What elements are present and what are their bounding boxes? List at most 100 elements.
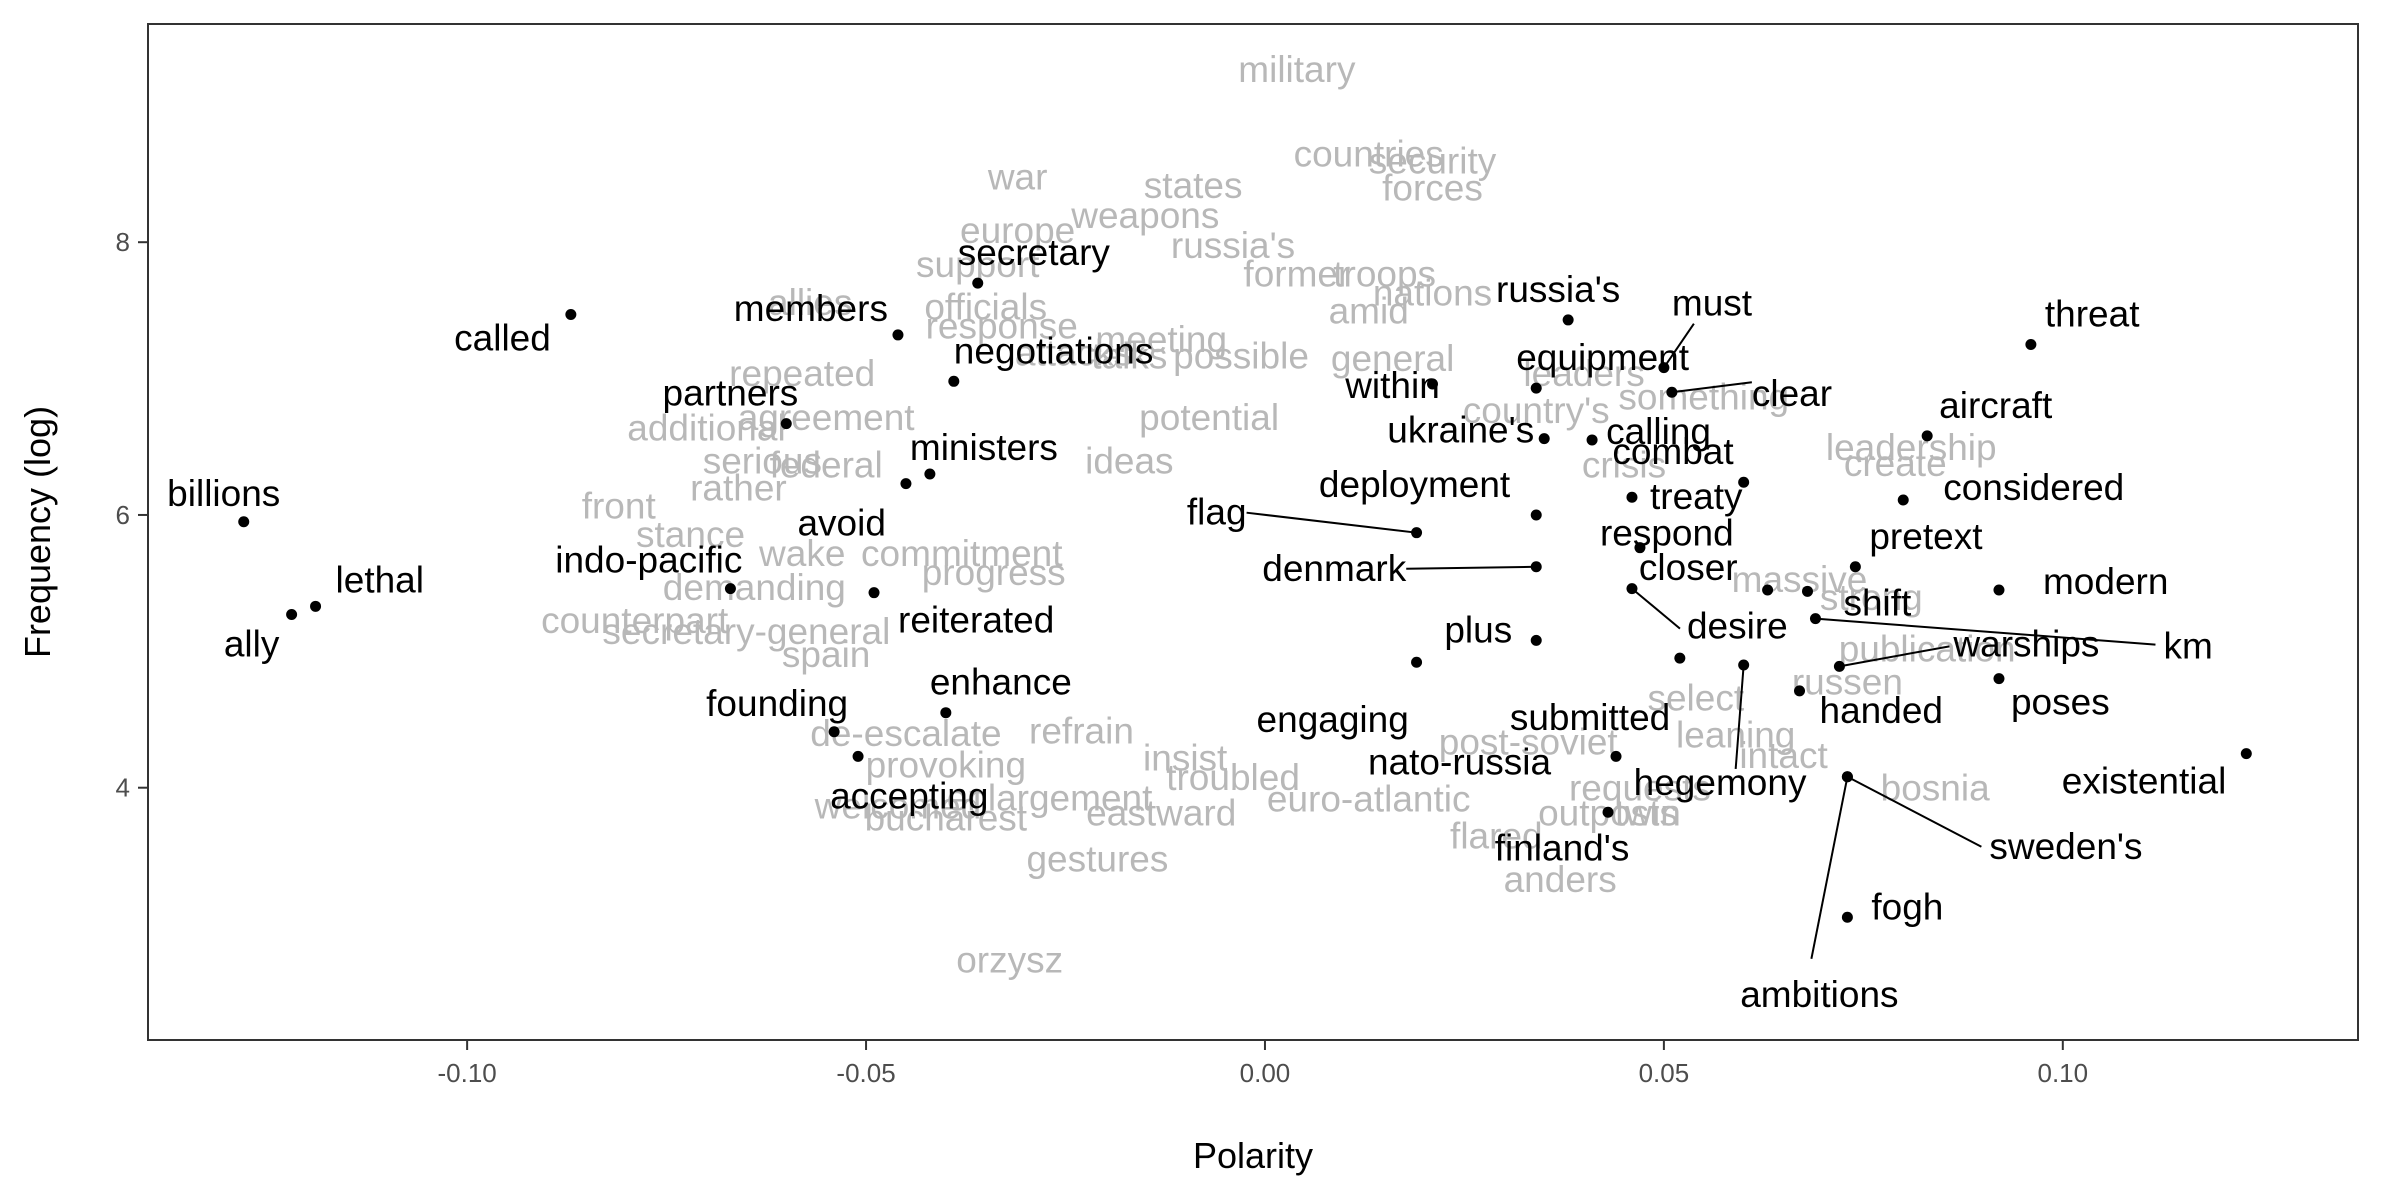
background-word-create: create xyxy=(1844,443,1947,484)
background-word-strong: strong xyxy=(1820,577,1923,618)
label-sweden-s: sweden's xyxy=(1989,826,2142,867)
point-accepting xyxy=(852,750,864,762)
connector-hegemony xyxy=(1734,664,1745,770)
background-word-russen: russen xyxy=(1792,661,1903,702)
connector-ambitions xyxy=(1810,776,1849,959)
label-must: must xyxy=(1672,283,1753,324)
point-modern xyxy=(1993,584,2005,596)
background-word-weapons: weapons xyxy=(1070,195,1219,236)
connector-denmark xyxy=(1406,565,1537,570)
label-treaty: treaty xyxy=(1650,476,1743,517)
y-axis: 4 6 8 xyxy=(116,227,148,803)
y-tick-label: 6 xyxy=(116,500,130,530)
background-word-additional: additional xyxy=(627,408,785,449)
background-word-insist: insist xyxy=(1143,738,1228,779)
background-word-amid: amid xyxy=(1329,290,1409,331)
label-warships: warships xyxy=(1952,623,2099,664)
label-flag: flag xyxy=(1187,492,1247,533)
connector-sweden-s xyxy=(1846,775,1982,848)
background-word-anders: anders xyxy=(1504,859,1617,900)
point-engaging xyxy=(1411,656,1423,668)
connector-clear xyxy=(1671,381,1752,394)
point-sweden-s xyxy=(1841,771,1853,783)
label-negotiations: negotiations xyxy=(954,330,1154,371)
background-word-country-s: country's xyxy=(1463,390,1610,431)
label-pretext: pretext xyxy=(1869,516,1983,557)
background-word-euro-atlantic: euro-atlantic xyxy=(1267,779,1471,820)
point-poses xyxy=(1993,673,2005,685)
point-respond xyxy=(1634,542,1646,554)
label-respond: respond xyxy=(1600,513,1734,554)
x-tick-label: 0.05 xyxy=(1639,1058,1690,1088)
background-word-leaning: leaning xyxy=(1676,715,1795,756)
label-indo-pacific: indo-pacific xyxy=(555,540,742,581)
background-word-something: something xyxy=(1618,376,1789,417)
connector-must xyxy=(1663,323,1695,369)
background-word-eastward: eastward xyxy=(1086,792,1236,833)
y-tick-label: 8 xyxy=(116,227,130,257)
point-existential xyxy=(2240,748,2252,760)
connector-warships xyxy=(1839,645,1950,668)
background-word-select: select xyxy=(1647,678,1744,719)
label-connector-layer xyxy=(1246,323,2156,959)
label-russia-s: russia's xyxy=(1496,269,1620,310)
x-tick-label: 0.00 xyxy=(1240,1058,1291,1088)
label-existential: existential xyxy=(2062,761,2227,802)
label-nato-russia: nato-russia xyxy=(1368,741,1551,782)
point-partners xyxy=(780,418,792,430)
label-handed: handed xyxy=(1820,690,1943,731)
connector-flag xyxy=(1246,511,1417,534)
label-avoid: avoid xyxy=(797,503,885,544)
background-word-repeated: repeated xyxy=(729,353,875,394)
label-hegemony: hegemony xyxy=(1634,762,1807,803)
background-word-stance: stance xyxy=(636,514,745,555)
point-must xyxy=(1658,362,1670,374)
label-accepting: accepting xyxy=(830,775,988,816)
point-lethal xyxy=(310,600,322,612)
point-aircraft xyxy=(1921,430,1933,442)
label-engaging: engaging xyxy=(1257,699,1409,740)
point-warships xyxy=(1833,660,1845,672)
background-word-potential: potential xyxy=(1139,397,1279,438)
label-submitted: submitted xyxy=(1510,697,1670,738)
label-called: called xyxy=(454,317,551,358)
label-enhance: enhance xyxy=(930,662,1072,703)
background-word-crisis: crisis xyxy=(1582,444,1666,485)
point-calling xyxy=(1586,434,1598,446)
label-aircraft: aircraft xyxy=(1939,385,2053,426)
label-modern: modern xyxy=(2043,561,2168,602)
point-founding xyxy=(828,726,840,738)
point-finland-s xyxy=(1602,806,1614,818)
background-word-enlargement: enlargement xyxy=(947,777,1153,818)
label-fogh: fogh xyxy=(1871,886,1943,927)
label-ally: ally xyxy=(224,624,280,665)
background-word-wake: wake xyxy=(758,533,845,574)
label-km: km xyxy=(2163,626,2212,667)
background-word-agreement: agreement xyxy=(738,397,916,438)
background-word-allies: allies xyxy=(768,282,852,323)
label-billions: billions xyxy=(167,473,280,514)
label-equipment: equipment xyxy=(1516,337,1690,378)
label-ministers: ministers xyxy=(910,427,1058,468)
background-word-ideas: ideas xyxy=(1085,440,1173,481)
point-equipment xyxy=(1530,382,1542,394)
point-clear xyxy=(1666,386,1678,398)
background-word-spain: spain xyxy=(782,634,870,675)
label-ambitions: ambitions xyxy=(1740,974,1898,1015)
point-ally xyxy=(286,609,298,621)
background-word-russia-s: russia's xyxy=(1171,225,1295,266)
y-axis-title: Frequency (log) xyxy=(17,406,58,658)
point-called xyxy=(565,308,577,320)
point-desire xyxy=(1626,583,1638,595)
label-denmark: denmark xyxy=(1262,548,1406,589)
x-tick-label: -0.05 xyxy=(836,1058,895,1088)
x-axis: -0.10 -0.05 0.00 0.05 0.10 xyxy=(438,1040,2088,1088)
point-russia-s xyxy=(1562,314,1574,326)
label-closer: closer xyxy=(1639,547,1738,588)
background-word-rather: rather xyxy=(690,468,787,509)
background-word-leaders: leaders xyxy=(1523,353,1644,394)
point-pretext xyxy=(1849,561,1861,573)
background-word-flared: flared xyxy=(1450,815,1543,856)
